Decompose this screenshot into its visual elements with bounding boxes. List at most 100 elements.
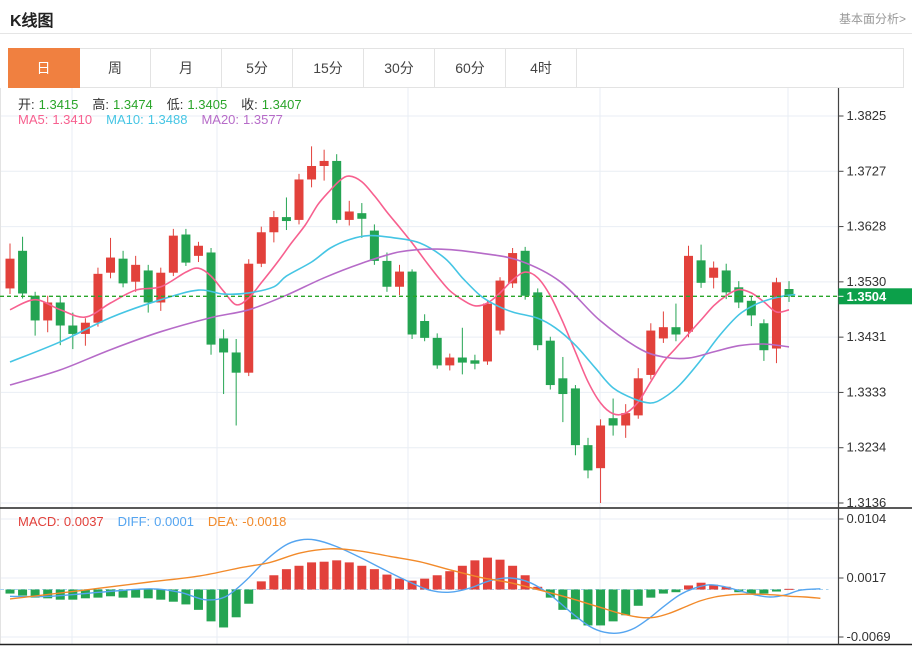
tab-period-2[interactable]: 月: [151, 49, 222, 87]
axis-tick-label: 0.0017: [847, 570, 887, 585]
axis-tick-label: 0.0104: [847, 511, 887, 526]
macd-bar-negative: [583, 589, 593, 626]
tab-period-3[interactable]: 5分: [222, 49, 293, 87]
overlay-label: DEA:: [207, 514, 239, 529]
overlay-label: DIFF:: [117, 514, 151, 529]
candle-down: [231, 352, 241, 373]
candle-down: [143, 270, 153, 303]
macd-bar-positive: [344, 562, 354, 590]
overlay-value: 1.3415: [38, 97, 79, 112]
candle-up: [5, 258, 15, 289]
macd-bar-negative: [55, 589, 65, 600]
macd-bar-negative: [181, 589, 191, 605]
macd-bar-negative: [30, 589, 40, 598]
macd-bar-positive: [294, 565, 304, 590]
overlay-value: 1.3410: [52, 112, 93, 127]
ma-line-ma5: [9, 175, 790, 416]
fundamental-analysis-link[interactable]: 基本面分析>: [838, 12, 906, 26]
candle-up: [482, 303, 492, 362]
macd-line-dea: [9, 548, 821, 619]
candle-down: [181, 234, 191, 263]
last-price-tag-value: 1.3504: [847, 289, 888, 304]
candle-up: [633, 378, 643, 416]
candle-down: [432, 337, 442, 366]
macd-bar-negative: [118, 589, 128, 598]
macd-bar-positive: [256, 581, 266, 590]
page-title: K线图: [10, 13, 54, 30]
candle-down: [721, 270, 731, 293]
macd-overlay: MACD: 0.0037 DIFF: 0.0001 DEA: -0.0018: [18, 514, 300, 529]
overlay-label: 高:: [92, 97, 110, 112]
candle-up: [43, 302, 53, 321]
macd-bar-negative: [131, 589, 141, 598]
tab-period-6[interactable]: 60分: [435, 49, 506, 87]
candle-up: [244, 263, 254, 373]
candle-up: [256, 232, 266, 264]
overlay-value: 1.3488: [147, 112, 188, 127]
ma-line-ma20: [9, 248, 790, 386]
candle-up: [106, 257, 116, 273]
macd-bar-negative: [759, 589, 769, 594]
overlay-label: MA20:: [201, 112, 240, 127]
candle-up: [771, 282, 781, 349]
overlay-value: 1.3577: [243, 112, 283, 127]
overlay-value: 1.3474: [113, 97, 153, 112]
candle-down: [332, 160, 342, 220]
candle-down: [784, 288, 794, 297]
candle-down: [369, 230, 379, 261]
tab-period-4[interactable]: 15分: [293, 49, 364, 87]
axis-tick-label: 1.3431: [847, 329, 887, 344]
candle-down: [545, 340, 555, 386]
overlay-value: 1.3405: [187, 97, 228, 112]
macd-line-diff: [9, 538, 821, 634]
macd-bar-positive: [420, 578, 430, 590]
overlay-value: -0.0018: [242, 514, 287, 529]
kline-chart-canvas[interactable]: 1.3825 1.3727 1.3628 1.3530 1.3431 1.3333 1.32…: [0, 88, 912, 646]
period-tab-bar: 日周月 5分 15分 30分 60分 4时: [8, 48, 904, 88]
candle-up: [344, 211, 354, 220]
axis-tick-label: 1.3727: [847, 163, 887, 178]
macd-bar-positive: [395, 578, 405, 590]
overlay-value: 0.0037: [63, 514, 104, 529]
macd-bar-negative: [193, 589, 203, 610]
macd-bar-negative: [608, 589, 618, 622]
macd-bar-positive: [357, 565, 367, 590]
candle-up: [621, 413, 631, 426]
macd-bar-positive: [470, 560, 480, 590]
ohlc-overlay: 开: 1.3415 高: 1.3474 低: 1.3405 收: 1.3407: [18, 94, 316, 113]
macd-bar-positive: [784, 588, 794, 590]
macd-bar-negative: [231, 589, 241, 618]
macd-bar-negative: [206, 589, 216, 622]
macd-bar-positive: [445, 571, 455, 590]
last-price-tag: [838, 288, 912, 305]
macd-bar-positive: [457, 565, 467, 590]
ma-overlay: MA5: 1.3410 MA10: 1.3488 MA20: 1.3577: [18, 112, 297, 127]
candle-up: [131, 264, 141, 282]
candle-up: [658, 327, 668, 339]
tab-period-7[interactable]: 4时: [506, 49, 577, 87]
candle-up: [646, 330, 656, 375]
axis-tick-label: -0.0069: [847, 629, 891, 644]
overlay-value: 0.0001: [154, 514, 194, 529]
overlay-label: 开:: [18, 97, 35, 112]
candle-down: [357, 213, 367, 219]
tab-period-1[interactable]: 周: [80, 49, 151, 87]
macd-bar-positive: [319, 561, 329, 590]
macd-bar-positive: [495, 559, 505, 590]
macd-bar-positive: [432, 575, 442, 590]
macd-bar-negative: [168, 589, 178, 602]
macd-bar-positive: [407, 580, 417, 590]
tab-period-5[interactable]: 30分: [364, 49, 435, 87]
candle-down: [759, 323, 769, 351]
macd-bar-positive: [369, 569, 379, 590]
overlay-label: MACD:: [18, 514, 60, 529]
candle-down: [206, 252, 216, 345]
macd-bar-negative: [219, 589, 229, 628]
tab-period-0[interactable]: 日: [8, 48, 80, 88]
candle-up: [80, 322, 90, 334]
candle-down: [470, 360, 480, 364]
axis-tick-label: 1.3530: [847, 274, 887, 289]
macd-bar-negative: [746, 589, 756, 594]
candle-down: [583, 445, 593, 471]
